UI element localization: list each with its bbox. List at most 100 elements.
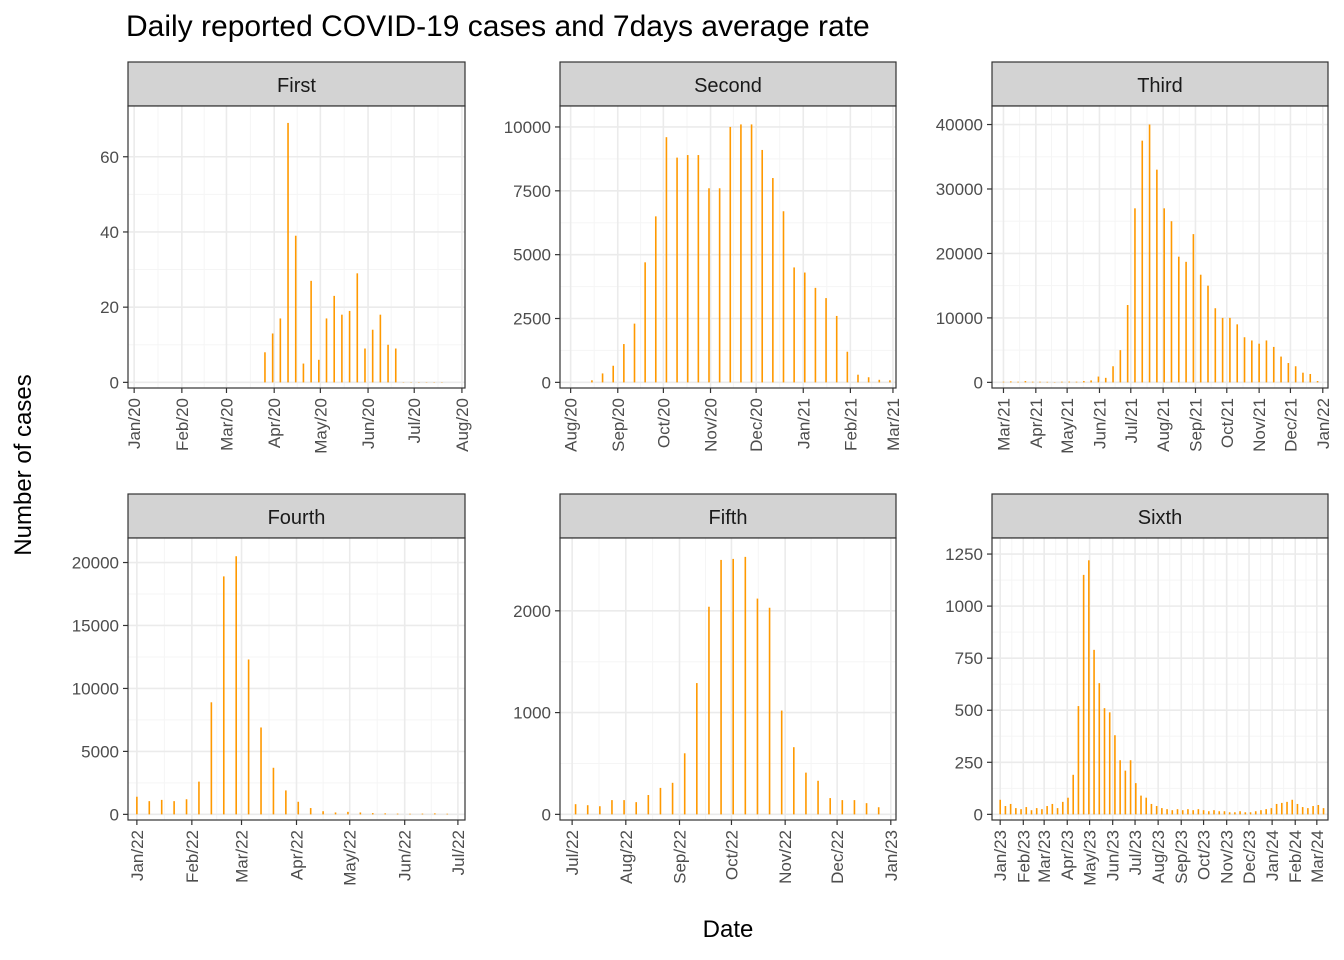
bar xyxy=(867,377,870,383)
bar xyxy=(384,813,386,815)
bar xyxy=(1126,305,1129,383)
bar xyxy=(841,800,844,815)
bar xyxy=(1140,795,1142,815)
bar xyxy=(768,607,771,815)
bar xyxy=(341,314,343,383)
x-tick-label: Jun/20 xyxy=(359,398,378,449)
x-tick-label: Mar/23 xyxy=(1035,830,1054,883)
bar xyxy=(659,787,662,815)
bar xyxy=(185,799,188,815)
bar xyxy=(1322,808,1325,815)
x-tick-label: Aug/20 xyxy=(453,398,472,452)
bar xyxy=(1009,803,1012,815)
bar xyxy=(623,344,625,383)
bar xyxy=(285,790,287,815)
bar xyxy=(1134,783,1137,815)
bar xyxy=(356,273,359,383)
y-tick-label: 250 xyxy=(955,753,983,772)
x-axis-label: Date xyxy=(702,916,754,943)
bar xyxy=(829,798,831,815)
bar xyxy=(1192,234,1195,383)
y-tick-label: 1000 xyxy=(513,704,551,723)
y-tick-label: 40 xyxy=(100,223,119,242)
bar xyxy=(1214,308,1217,383)
bar xyxy=(853,800,856,815)
bar xyxy=(780,710,783,815)
bar xyxy=(877,807,880,815)
bar xyxy=(676,157,678,383)
bar xyxy=(1249,812,1252,815)
bar xyxy=(1221,317,1224,383)
x-tick-label: Sep/22 xyxy=(671,830,690,884)
bar xyxy=(1218,811,1221,815)
y-tick-label: 0 xyxy=(542,805,551,824)
bar xyxy=(1163,208,1165,383)
strip-label: Fourth xyxy=(268,507,326,529)
panel-border xyxy=(559,105,897,389)
bar xyxy=(1039,381,1041,383)
bar xyxy=(793,747,795,815)
bar xyxy=(586,805,589,815)
y-tick-label: 20000 xyxy=(936,244,983,263)
bar xyxy=(1312,806,1314,815)
bar xyxy=(1301,807,1304,815)
x-tick-label: Nov/22 xyxy=(776,830,795,884)
y-tick-label: 0 xyxy=(110,805,119,824)
x-tick-label: Mar/24 xyxy=(1308,830,1327,883)
y-tick-label: 750 xyxy=(955,649,983,668)
bar xyxy=(409,813,411,815)
bar xyxy=(1068,381,1071,383)
bar xyxy=(1317,804,1320,815)
bar xyxy=(421,813,424,815)
x-tick-label: Jan/23 xyxy=(882,830,901,881)
bar xyxy=(1309,373,1312,383)
bar xyxy=(756,598,759,815)
bar xyxy=(1258,343,1260,383)
x-tick-label: Feb/24 xyxy=(1286,830,1305,883)
x-tick-label: Nov/23 xyxy=(1218,830,1237,884)
bar xyxy=(1067,797,1069,815)
bar xyxy=(148,801,151,815)
panel-border xyxy=(991,537,1329,821)
y-tick-label: 1250 xyxy=(945,545,983,564)
x-tick-label: May/22 xyxy=(341,830,360,886)
bar xyxy=(846,351,849,383)
panel-fourth: Fourth 0 5000 10000 15000 20000 Jan/22 Feb/22 Ma… xyxy=(72,493,468,886)
bar xyxy=(729,126,732,383)
bar xyxy=(1097,376,1100,383)
bar xyxy=(857,374,859,383)
strip-label: First xyxy=(277,75,316,97)
bar xyxy=(750,124,753,383)
x-tick-label: Jul/20 xyxy=(405,398,424,443)
panel-third: Third 0 10000 20000 30000 40000 Mar/21 Apr/21 Ma… xyxy=(936,61,1333,454)
bar xyxy=(601,373,604,383)
bar xyxy=(1316,381,1319,383)
bar xyxy=(782,211,785,383)
y-tick-label: 1000 xyxy=(945,597,983,616)
bar xyxy=(1002,381,1005,383)
bar xyxy=(999,799,1001,815)
bar xyxy=(1025,807,1028,815)
bar xyxy=(1145,797,1148,815)
y-tick-label: 10000 xyxy=(72,679,119,698)
bar xyxy=(287,122,289,383)
bar xyxy=(1254,811,1257,815)
bar xyxy=(1275,803,1278,815)
bar xyxy=(198,781,200,815)
strip-bg xyxy=(559,493,897,539)
bar xyxy=(210,702,213,815)
bar xyxy=(1236,324,1239,383)
bar xyxy=(633,323,636,383)
bar xyxy=(1150,803,1153,815)
y-tick-label: 5000 xyxy=(81,742,119,761)
strip-label: Sixth xyxy=(1138,507,1182,529)
bar xyxy=(878,379,881,383)
x-tick-label: Apr/21 xyxy=(1027,398,1046,448)
bar xyxy=(708,606,710,815)
x-tick-label: Aug/20 xyxy=(562,398,581,452)
x-tick-label: Sep/23 xyxy=(1172,830,1191,884)
bar xyxy=(1177,256,1180,383)
panel-bg xyxy=(560,106,896,388)
strip-label: Second xyxy=(694,75,762,97)
